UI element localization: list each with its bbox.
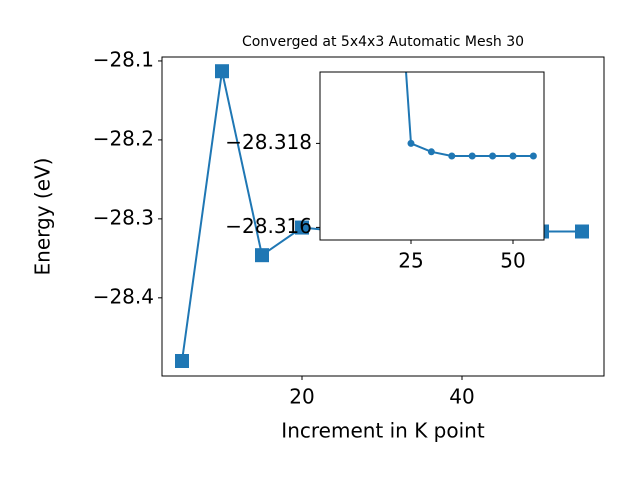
x-tick-label: 50 [500,249,525,273]
axes-frame [161,56,605,377]
marker [427,148,435,156]
x-tick-label: 40 [449,385,474,409]
marker [175,353,189,368]
marker [407,139,415,147]
x-axis-label: Increment in K point [281,419,485,443]
marker [448,152,456,160]
marker [529,152,537,160]
axes: 25 50 −28.318 −28.316 [225,71,545,273]
marker [255,248,269,263]
marker [468,152,476,160]
x-tick-label: 20 [289,385,314,409]
y-tick-label: −28.3 [93,205,154,229]
chart-title: Converged at 5x4x3 Automatic Mesh 30 [242,34,524,50]
y-tick-label: −28.2 [93,126,154,150]
plot [405,72,537,160]
x-tick-label: 25 [398,249,423,273]
y-tick-label: −28.316 [225,214,312,238]
marker [575,224,589,239]
marker [509,152,517,160]
y-tick-label: −28.4 [93,284,154,308]
y-tick-label: −28.1 [93,47,154,71]
axes-frame [319,71,545,241]
marker [489,152,497,160]
marker [215,64,229,79]
marker [295,220,309,235]
y-axis-label: Energy (eV) [31,158,55,276]
y-tick-label: −28.318 [225,130,312,154]
